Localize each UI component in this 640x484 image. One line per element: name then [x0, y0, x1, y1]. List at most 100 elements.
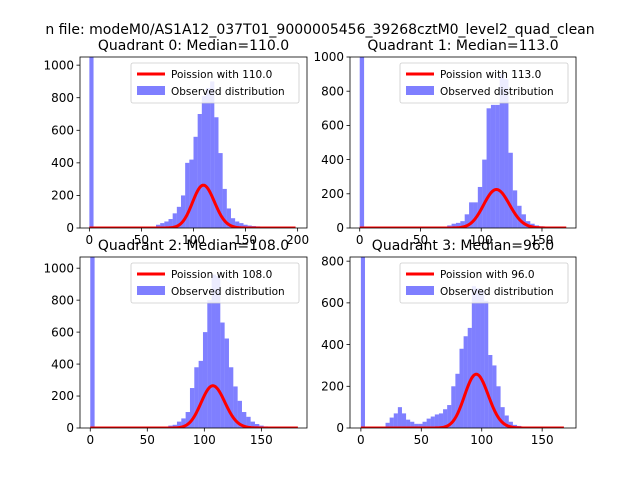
hist-bar-3-5 [401, 413, 407, 428]
ytick-label-2-0: 0 [66, 421, 74, 435]
hist-bar-3-11 [426, 418, 431, 428]
ytick-label-2-3: 600 [51, 325, 74, 339]
subplot-title-3: Quadrant 3: Median=96.0 [372, 238, 554, 254]
hist-bar-2-20 [250, 421, 255, 428]
legend-label-poisson-0: Poission with 110.0 [171, 69, 272, 81]
hist-bar-0-1 [156, 224, 161, 228]
hist-bar-3-0 [360, 257, 365, 428]
hist-bar-0-12 [201, 96, 206, 228]
ytick-label-3-1: 200 [321, 379, 344, 393]
xtick-label-2-0: 0 [86, 433, 94, 447]
ytick-label-0-1: 200 [51, 189, 74, 203]
legend-label-observed-1: Observed distribution [440, 86, 554, 98]
plot-area-2 [89, 257, 299, 428]
hist-bar-1-3 [455, 222, 461, 228]
hist-bar-3-15 [443, 409, 448, 428]
hist-bar-2-18 [241, 412, 247, 428]
hist-bar-0-22 [243, 224, 248, 228]
plot-area-1 [359, 57, 567, 228]
hist-bar-0-15 [214, 117, 219, 228]
hist-bar-0-13 [205, 87, 211, 228]
legend-label-observed-3: Observed distribution [440, 286, 554, 298]
hist-bar-3-23 [475, 288, 481, 428]
hist-bar-3-2 [389, 417, 394, 428]
poisson-line-0 [88, 183, 296, 228]
hist-bar-3-1 [385, 422, 390, 428]
hist-bar-3-27 [492, 365, 497, 428]
plot-area-3 [360, 257, 565, 428]
hist-bar-2-15 [228, 367, 234, 428]
hist-bar-0-11 [197, 114, 202, 228]
ytick-label-0-0: 0 [66, 221, 74, 235]
hist-bar-2-3 [176, 421, 182, 428]
legend-box-2 [130, 262, 300, 304]
hist-bar-2-4 [181, 418, 186, 428]
hist-bar-3-18 [455, 373, 460, 428]
hist-bar-0-3 [164, 221, 169, 228]
hist-bar-2-6 [189, 388, 195, 428]
hist-bar-3-12 [430, 416, 435, 428]
hist-bar-3-13 [434, 414, 439, 428]
hist-bar-3-14 [438, 413, 444, 428]
hist-bar-1-16 [512, 190, 518, 228]
ytick-label-1-5: 1000 [313, 50, 344, 64]
xtick-label-3-1: 50 [414, 433, 429, 447]
legend-label-poisson-3: Poission with 96.0 [440, 269, 535, 281]
legend-patch-swatch-0 [137, 86, 165, 95]
hist-bar-1-13 [499, 74, 505, 228]
hist-bar-3-7 [410, 421, 415, 428]
ytick-label-2-2: 400 [51, 357, 74, 371]
hist-bar-0-20 [235, 221, 240, 228]
axes-frame-2 [79, 256, 308, 429]
legend-1: Poission with 113.0 Observed distribution [399, 62, 569, 104]
xtick-label-0-2: 100 [182, 233, 205, 247]
figure-title: n file: modeM0/AS1A12_037T01_9000005456_… [45, 22, 594, 38]
hist-bar-3-25 [484, 300, 489, 428]
hist-bar-3-21 [467, 327, 472, 428]
hist-bar-1-8 [477, 186, 483, 228]
hist-bar-2-8 [198, 360, 203, 428]
hist-bar-1-4 [460, 221, 465, 228]
hist-bar-2-14 [224, 338, 229, 428]
ytick-label-2-5: 1000 [43, 261, 74, 275]
subplot-title-0: Quadrant 0: Median=110.0 [98, 38, 289, 54]
ytick-label-0-2: 400 [51, 156, 74, 170]
hist-bar-0-10 [193, 136, 198, 228]
ytick-label-0-5: 1000 [43, 58, 74, 72]
hist-bar-2-16 [233, 386, 238, 428]
subplot-0: 0 50 100 150 200 0 200 400 600 800 1000 Quadrant 0:… [43, 38, 309, 247]
hist-bar-3-20 [463, 336, 468, 428]
xtick-label-2-2: 100 [193, 433, 216, 447]
hist-bar-2-11 [211, 274, 216, 428]
hist-bar-1-10 [486, 108, 491, 228]
ytick-label-1-1: 200 [321, 187, 344, 201]
poisson-line-1 [359, 188, 567, 228]
legend-patch-swatch-3 [406, 286, 434, 295]
hist-bar-2-5 [185, 412, 190, 428]
hist-bar-0-14 [210, 81, 215, 228]
ytick-label-3-3: 600 [321, 296, 344, 310]
legend-box-3 [399, 262, 569, 304]
axes-frame-1 [349, 56, 577, 229]
xtick-label-2-3: 150 [250, 433, 273, 447]
legend-patch-swatch-2 [137, 286, 165, 295]
hist-bar-2-19 [246, 416, 251, 428]
hist-bar-0-2 [160, 223, 165, 228]
hist-bar-0-0 [89, 57, 94, 228]
xtick-label-3-2: 100 [470, 433, 493, 447]
hist-bar-3-29 [500, 407, 505, 428]
hist-bar-0-19 [230, 218, 236, 228]
hist-bar-0-9 [189, 159, 194, 228]
hist-bar-1-9 [482, 159, 487, 228]
ytick-label-3-0: 0 [336, 421, 344, 435]
hist-bar-1-14 [504, 79, 509, 228]
ytick-label-0-4: 800 [51, 91, 74, 105]
hist-bar-2-13 [220, 322, 225, 428]
hist-bar-1-5 [464, 214, 470, 228]
hist-bar-2-12 [215, 276, 221, 428]
hist-bar-0-6 [176, 206, 182, 228]
hist-bar-3-6 [406, 419, 411, 428]
hist-bar-3-31 [508, 421, 513, 428]
